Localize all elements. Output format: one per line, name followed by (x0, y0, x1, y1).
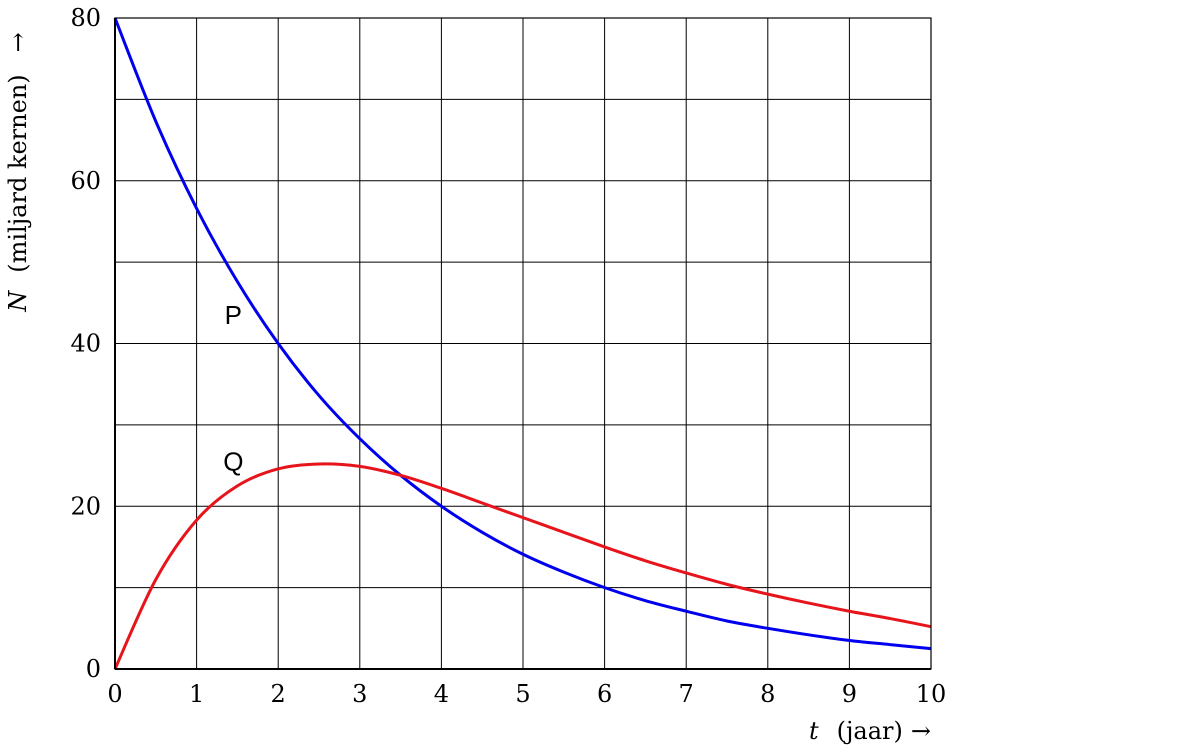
x-tick-label: 2 (271, 680, 286, 708)
y-axis-variable: N (4, 290, 32, 313)
x-tick-label: 1 (189, 680, 204, 708)
x-tick-label: 10 (916, 680, 947, 708)
curve-labels: PQ (223, 300, 243, 476)
curve-label-q: Q (223, 446, 243, 476)
x-tick-label: 5 (515, 680, 530, 708)
x-axis-variable: t (809, 717, 819, 745)
y-axis-label: N (miljard kernen) → (4, 32, 32, 313)
y-tick-label: 20 (70, 492, 101, 520)
y-tick-label: 40 (70, 330, 101, 358)
y-tick-label: 60 (70, 167, 101, 195)
y-axis-unit: (miljard kernen) (4, 74, 32, 272)
series-layer (113, 17, 932, 670)
x-tick-label: 0 (107, 680, 122, 708)
x-tick-label: 4 (434, 680, 449, 708)
curve-label-p: P (225, 300, 242, 330)
x-tick-label: 7 (679, 680, 694, 708)
grid (114, 17, 932, 670)
x-tick-label: 3 (352, 680, 367, 708)
x-axis-label: t (jaar) → (809, 717, 931, 745)
y-tick-label: 80 (70, 4, 101, 32)
series-line-q (113, 462, 932, 670)
x-axis-unit: (jaar) (837, 717, 903, 745)
x-tick-label: 9 (842, 680, 857, 708)
y-tick-label: 0 (86, 655, 101, 683)
x-axis-arrow: → (911, 717, 931, 745)
plot-frame (114, 17, 932, 670)
series-line-p (113, 17, 932, 651)
tick-labels: 0 1 2 3 4 5 6 7 8 9 10 0 20 40 60 80 (70, 4, 946, 708)
y-axis-arrow: → (4, 32, 32, 52)
x-tick-label: 6 (597, 680, 612, 708)
x-tick-label: 8 (760, 680, 775, 708)
